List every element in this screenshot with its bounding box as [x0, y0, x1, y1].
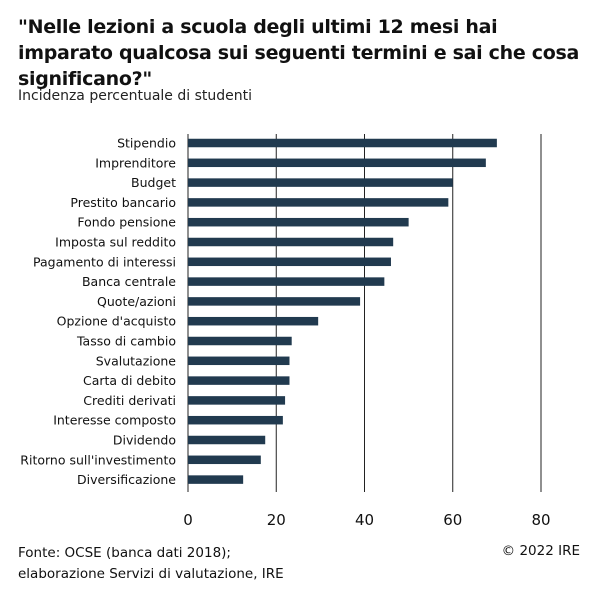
category-label: Tasso di cambio	[76, 334, 176, 349]
category-label: Ritorno sull'investimento	[20, 452, 176, 467]
category-label: Imprenditore	[95, 155, 176, 170]
x-tick-label: 40	[355, 511, 374, 529]
bar	[188, 138, 497, 148]
source-note: Fonte: OCSE (banca dati 2018); elaborazi…	[18, 543, 284, 585]
bar	[188, 396, 286, 405]
bar	[188, 237, 394, 247]
bar	[188, 435, 266, 445]
category-label: Stipendio	[117, 136, 176, 151]
bar	[188, 475, 244, 484]
category-label: Dividendo	[113, 433, 176, 448]
x-tick-label: 20	[267, 511, 286, 529]
source-line-2: elaborazione Servizi di valutazione, IRE	[18, 566, 284, 582]
category-label: Budget	[131, 175, 176, 190]
bar	[188, 356, 290, 366]
bar	[188, 277, 385, 286]
category-label: Carta di debito	[83, 373, 176, 388]
category-label: Quote/azioni	[97, 294, 176, 309]
category-label: Banca centrale	[82, 274, 176, 289]
bar-chart: Stipendio Imprenditore Budget Prestito banc…	[20, 134, 551, 529]
category-label: Prestito bancario	[70, 195, 176, 210]
chart-title: "Nelle lezioni a scuola degli ultimi 12 …	[18, 16, 580, 90]
copyright: © 2022 IRE	[501, 543, 580, 559]
bar	[188, 297, 361, 306]
bar	[188, 217, 409, 227]
category-label: Fondo pensione	[77, 215, 176, 230]
category-label: Opzione d'acquisto	[57, 314, 176, 329]
x-tick-label: 0	[183, 511, 193, 529]
bar	[188, 316, 319, 326]
x-tick-label: 80	[531, 511, 550, 529]
bar	[188, 257, 391, 267]
x-tick-label: 60	[443, 511, 462, 529]
bar	[188, 198, 449, 207]
category-label: Svalutazione	[96, 353, 177, 368]
category-label: Diversificazione	[77, 472, 176, 487]
chart-subtitle: Incidenza percentuale di studenti	[18, 88, 253, 104]
category-label: Crediti derivati	[83, 393, 176, 408]
bar	[188, 336, 292, 346]
bar	[188, 376, 290, 385]
category-label: Pagamento di interessi	[33, 254, 176, 269]
bar	[188, 178, 453, 187]
source-line-1: Fonte: OCSE (banca dati 2018);	[18, 545, 231, 561]
bar	[188, 415, 283, 425]
category-label: Interesse composto	[53, 413, 176, 428]
category-label: Imposta sul reddito	[55, 235, 176, 250]
bar	[188, 455, 261, 465]
bar	[188, 158, 486, 168]
